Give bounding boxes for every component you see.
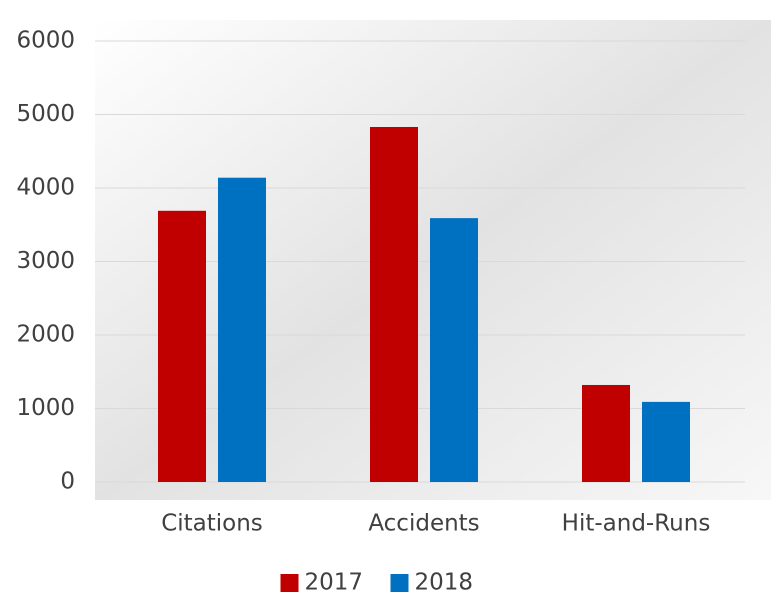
y-tick-label: 3000 bbox=[16, 248, 75, 274]
bar bbox=[218, 178, 266, 482]
legend-label: 2018 bbox=[415, 570, 474, 596]
chart: 0 1000 2000 3000 4000 5000 6000 Citations Accide… bbox=[0, 0, 771, 597]
y-tick-label: 1000 bbox=[16, 395, 75, 421]
y-tick-label: 2000 bbox=[16, 322, 75, 348]
y-tick-label: 5000 bbox=[16, 101, 75, 127]
legend-swatch bbox=[391, 574, 409, 592]
x-tick-label: Citations bbox=[161, 511, 263, 537]
legend-swatch bbox=[281, 574, 299, 592]
y-tick-label: 4000 bbox=[16, 175, 75, 201]
bar bbox=[430, 218, 478, 482]
bar bbox=[642, 402, 690, 482]
y-tick-label: 6000 bbox=[16, 28, 75, 54]
bar bbox=[158, 211, 206, 482]
legend-label: 2017 bbox=[305, 570, 364, 596]
x-tick-label: Accidents bbox=[368, 511, 479, 537]
bar bbox=[582, 385, 630, 482]
y-tick-label: 0 bbox=[60, 469, 75, 495]
x-tick-label: Hit-and-Runs bbox=[562, 511, 711, 537]
bar bbox=[370, 127, 418, 482]
